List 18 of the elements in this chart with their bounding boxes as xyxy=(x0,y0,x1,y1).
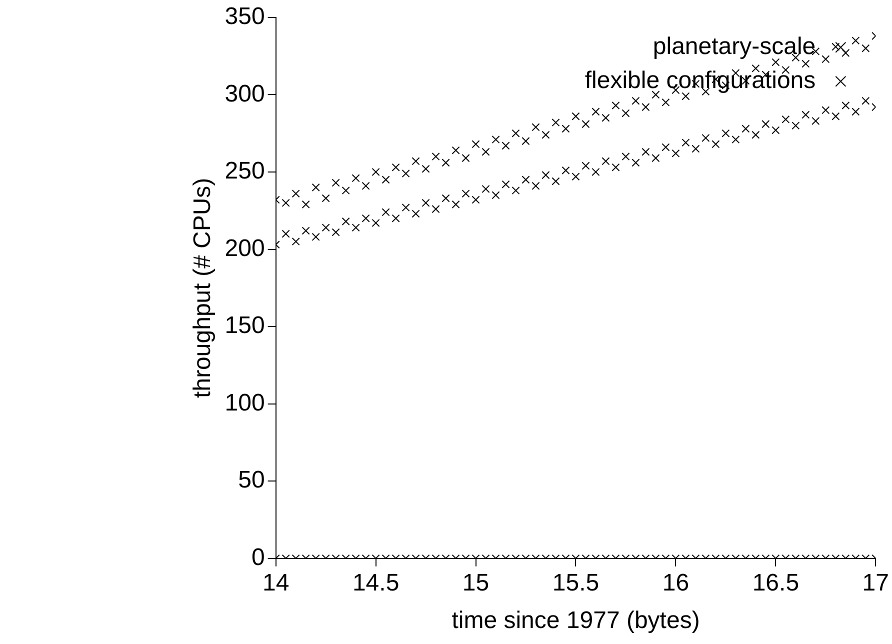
y-tick-label: 50 xyxy=(238,466,265,494)
y-tick-label: 350 xyxy=(224,3,265,30)
x-tick-label: 15 xyxy=(462,569,490,596)
y-tick-label: 250 xyxy=(224,158,265,185)
x-tick-label: 16.5 xyxy=(752,569,800,596)
x-axis-title: time since 1977 (bytes) xyxy=(452,607,700,634)
x-tick-label: 16 xyxy=(662,569,690,596)
x-tick-label: 15.5 xyxy=(552,569,600,596)
y-tick-label: 150 xyxy=(224,312,265,340)
y-axis-title: throughput (# CPUs) xyxy=(189,178,216,398)
legend-label: planetary-scale xyxy=(652,33,816,60)
y-tick-label: 300 xyxy=(224,80,265,108)
x-tick-label: 14 xyxy=(262,569,290,596)
y-tick-label: 0 xyxy=(251,544,265,572)
y-tick-label: 200 xyxy=(224,234,265,262)
x-tick-label: 17 xyxy=(862,569,890,596)
x-tick-label: 14.5 xyxy=(352,569,400,596)
y-tick-label: 100 xyxy=(224,389,265,416)
